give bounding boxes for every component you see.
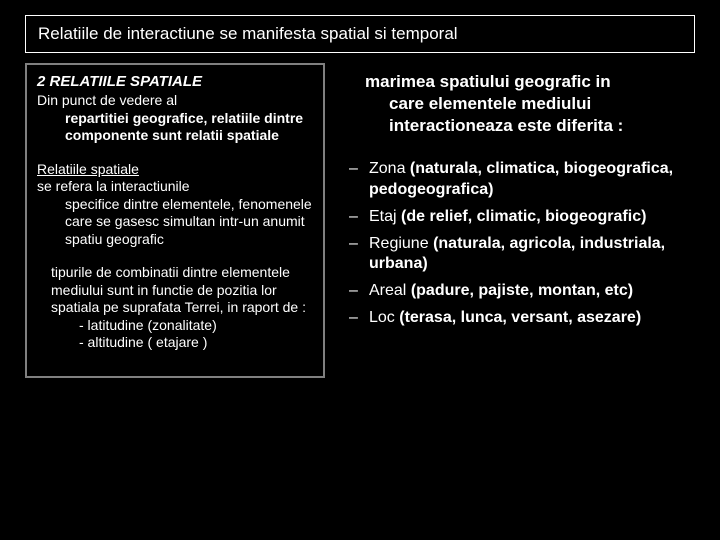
- spatial-list: – Zona (naturala, climatica, biogeografi…: [345, 159, 690, 329]
- page-title: Relatiile de interactiune se manifesta s…: [38, 24, 458, 43]
- item-desc: (padure, pajiste, montan, etc): [411, 282, 633, 299]
- item-label: Loc: [369, 309, 395, 326]
- item-desc: (terasa, lunca, versant, asezare): [399, 309, 641, 326]
- item-text: Areal (padure, pajiste, montan, etc): [369, 281, 690, 302]
- bullet-latitudine: - latitudine (zonalitate): [37, 317, 313, 335]
- content-columns: 2 RELATIILE SPATIALE Din punct de vedere…: [25, 63, 695, 378]
- dash-icon: –: [345, 281, 369, 302]
- tipuri-paragraph: tipurile de combinatii dintre elementele…: [37, 264, 313, 352]
- list-item: – Etaj (de relief, climatic, biogeografi…: [345, 207, 690, 228]
- item-desc: (naturala, climatica, biogeografica, ped…: [369, 160, 673, 198]
- item-label: Regiune: [369, 235, 429, 252]
- right-heading-line2: care elementele mediului interactioneaza…: [365, 93, 690, 137]
- item-text: Loc (terasa, lunca, versant, asezare): [369, 308, 690, 329]
- def-line2: specifice dintre elementele, fenomenele …: [37, 196, 313, 249]
- dash-icon: –: [345, 207, 369, 228]
- list-item: – Zona (naturala, climatica, biogeografi…: [345, 159, 690, 201]
- intro-paragraph: Din punct de vedere al repartitiei geogr…: [37, 92, 313, 145]
- subheading: Relatiile spatiale: [37, 161, 313, 179]
- section-number: 2 RELATIILE SPATIALE: [37, 73, 313, 90]
- title-box: Relatiile de interactiune se manifesta s…: [25, 15, 695, 53]
- item-label: Etaj: [369, 208, 397, 225]
- item-label: Zona: [369, 160, 405, 177]
- item-desc: (de relief, climatic, biogeografic): [401, 208, 646, 225]
- right-heading-line1: marimea spatiului geografic in: [365, 72, 611, 91]
- dash-icon: –: [345, 159, 369, 201]
- dash-icon: –: [345, 308, 369, 329]
- tipuri-text: tipurile de combinatii dintre elementele…: [37, 264, 313, 317]
- left-column: 2 RELATIILE SPATIALE Din punct de vedere…: [25, 63, 325, 378]
- intro-tail: relatii spatiale: [186, 127, 279, 143]
- def-line1: se refera la interactiunile: [37, 178, 313, 196]
- right-column: marimea spatiului geografic in care elem…: [340, 63, 695, 378]
- item-text: Etaj (de relief, climatic, biogeografic): [369, 207, 690, 228]
- intro-line1: Din punct de vedere al: [37, 92, 313, 110]
- definition-paragraph: Relatiile spatiale se refera la interact…: [37, 161, 313, 249]
- list-item: – Areal (padure, pajiste, montan, etc): [345, 281, 690, 302]
- item-label: Areal: [369, 282, 406, 299]
- list-item: – Loc (terasa, lunca, versant, asezare): [345, 308, 690, 329]
- intro-line2: repartitiei geografice, relatiile dintre…: [37, 110, 313, 145]
- dash-icon: –: [345, 234, 369, 276]
- bullet-altitudine: - altitudine ( etajare ): [37, 334, 313, 352]
- item-text: Regiune (naturala, agricola, industriala…: [369, 234, 690, 276]
- list-item: – Regiune (naturala, agricola, industria…: [345, 234, 690, 276]
- right-heading: marimea spatiului geografic in care elem…: [345, 71, 690, 137]
- item-text: Zona (naturala, climatica, biogeografica…: [369, 159, 690, 201]
